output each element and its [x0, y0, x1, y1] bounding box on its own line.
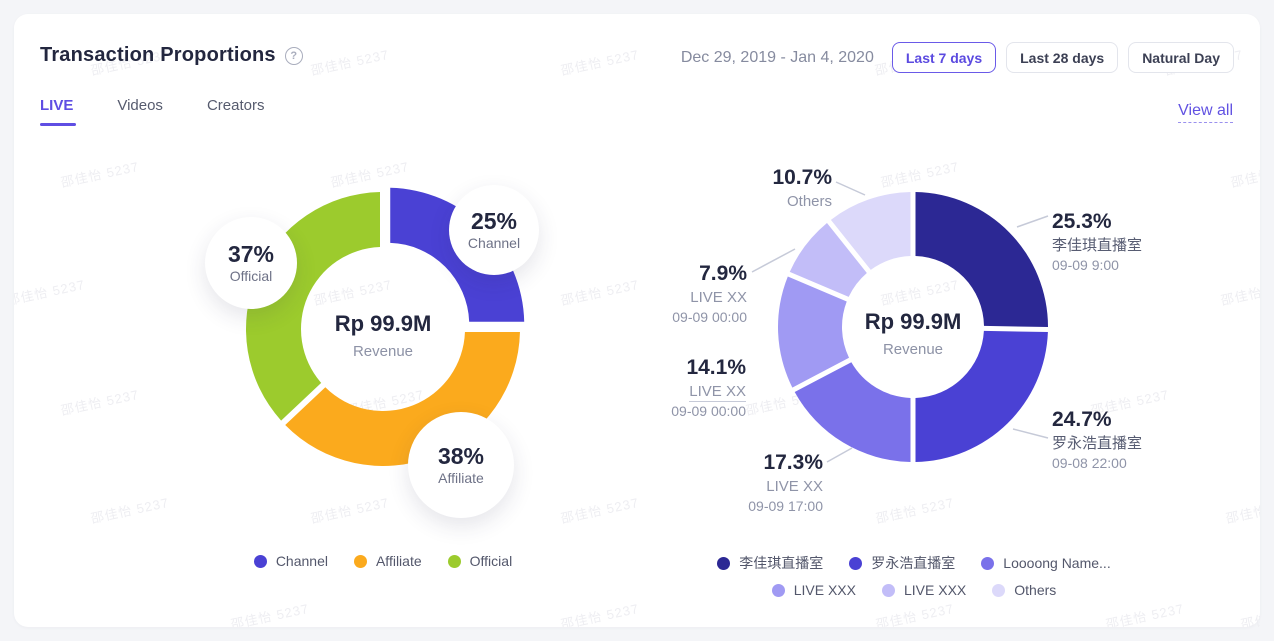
callout-leader-line — [751, 248, 796, 273]
lijiaqi-dot-icon — [717, 556, 731, 570]
tab-creators[interactable]: Creators — [206, 97, 265, 114]
tab-live[interactable]: LIVE — [40, 97, 77, 126]
live-xxx-2-dot-icon — [881, 583, 895, 597]
callout-live-173-time: 09-09 17:00 — [748, 498, 823, 514]
callout-lijiaqi-percent: 25.3% — [1052, 210, 1112, 233]
callout-live-79-label: LIVE XX — [690, 289, 747, 306]
callout-leader-line — [835, 181, 866, 196]
callout-live-141-percent: 14.1% — [686, 356, 746, 379]
date-range-label: Dec 29, 2019 - Jan 4, 2020 — [680, 48, 874, 66]
donut-slice-LIVE XX[interactable] — [794, 362, 911, 462]
donut-slice-李佳琪直播室[interactable] — [915, 192, 1048, 328]
callout-others-percent: 10.7% — [772, 166, 832, 189]
badge-affiliate-percent: 38% — [437, 443, 485, 469]
callout-live-141-time: 09-09 00:00 — [671, 403, 746, 419]
last-7-days-button[interactable]: Last 7 days — [891, 42, 997, 73]
help-icon[interactable]: ? — [284, 46, 303, 65]
loooong-name-dot-icon — [981, 556, 995, 570]
callout-others: 10.7% Others — [772, 166, 832, 211]
legend-item-loooong-name[interactable]: Loooong Name... — [981, 555, 1111, 571]
left-chart-legend: Channel Affiliate Official — [183, 553, 583, 569]
badge-official-percent: 37% — [227, 241, 275, 267]
legend-item-official[interactable]: Official — [447, 553, 512, 569]
callout-live-173-percent: 17.3% — [763, 451, 823, 474]
callout-luoyonghao-label: 罗永浩直播室 — [1052, 435, 1143, 452]
right-revenue-label: Revenue — [882, 341, 944, 358]
legend-item-others[interactable]: Others — [992, 582, 1056, 598]
legend-item-lijiaqi[interactable]: 李佳琪直播室 — [717, 553, 823, 573]
badge-official: 37% Official — [205, 217, 297, 309]
badge-affiliate: 38% Affiliate — [408, 412, 514, 518]
callout-leader-line — [1012, 428, 1049, 439]
callout-lijiaqi-label: 李佳琪直播室 — [1052, 237, 1143, 254]
badge-official-label: Official — [229, 268, 273, 284]
official-dot-icon — [447, 554, 461, 568]
right-chart-legend: 李佳琪直播室 罗永浩直播室 Loooong Name... LIVE XXX — [664, 553, 1164, 598]
tab-videos[interactable]: Videos — [117, 97, 163, 114]
others-dot-icon — [992, 583, 1006, 597]
view-all-link[interactable]: View all — [1178, 102, 1233, 123]
channel-dot-icon — [253, 554, 267, 568]
affiliate-dot-icon — [353, 554, 367, 568]
right-revenue-value: Rp 99.9M — [864, 309, 962, 334]
callout-luoyonghao-time: 09-08 22:00 — [1052, 455, 1127, 471]
callout-live-141-label: LIVE XX — [689, 383, 746, 402]
page-title: Transaction Proportions — [40, 44, 276, 66]
legend-item-affiliate[interactable]: Affiliate — [353, 553, 422, 569]
callout-luoyonghao: 24.7% 罗永浩直播室 09-08 22:00 — [1052, 408, 1142, 472]
callout-live-79-time: 09-09 00:00 — [672, 309, 747, 325]
live-xxx-1-dot-icon — [771, 583, 785, 597]
callout-lijiaqi: 25.3% 李佳琪直播室 09-09 9:00 — [1052, 210, 1142, 274]
legend-item-channel[interactable]: Channel — [253, 553, 328, 569]
legend-item-luoyonghao[interactable]: 罗永浩直播室 — [849, 553, 955, 573]
natural-day-button[interactable]: Natural Day — [1128, 42, 1234, 73]
callout-live-79: 7.9% LIVE XX 09-09 00:00 — [672, 262, 747, 326]
last-28-days-button[interactable]: Last 28 days — [1006, 42, 1119, 73]
callout-lijiaqi-time: 09-09 9:00 — [1052, 257, 1119, 273]
callout-live-173: 17.3% LIVE XX 09-09 17:00 — [748, 451, 823, 515]
chart-tabs: LIVE Videos Creators — [40, 97, 264, 126]
legend-item-live-xxx-1[interactable]: LIVE XXX — [771, 582, 856, 598]
badge-channel-percent: 25% — [470, 208, 518, 234]
left-revenue-value: Rp 99.9M — [334, 311, 432, 336]
callout-others-label: Others — [786, 193, 832, 210]
donut-slice-LIVE XX[interactable] — [778, 276, 850, 388]
luoyonghao-dot-icon — [849, 556, 863, 570]
badge-affiliate-label: Affiliate — [438, 470, 484, 486]
badge-channel: 25% Channel — [449, 185, 539, 275]
donut-slice-罗永浩直播室[interactable] — [915, 330, 1048, 462]
legend-item-live-xxx-2[interactable]: LIVE XXX — [881, 582, 966, 598]
callout-leader-line — [826, 447, 853, 463]
badge-channel-label: Channel — [467, 235, 521, 251]
donut-slice-LIVE XX[interactable] — [789, 222, 867, 297]
transaction-proportions-card: 邵佳怡 5237 邵佳怡 5237 邵佳怡 5237 邵佳怡 5237 邵佳怡 5237… — [14, 14, 1260, 627]
callout-live-173-label: LIVE XX — [766, 478, 823, 495]
callout-leader-line — [1016, 215, 1049, 228]
right-donut-center: Rp 99.9M Revenue — [823, 309, 1003, 360]
callout-live-79-percent: 7.9% — [699, 262, 747, 285]
donut-charts-svg — [246, 181, 1049, 467]
callout-live-141: 14.1% LIVE XX 09-09 00:00 — [671, 356, 746, 420]
callout-luoyonghao-percent: 24.7% — [1052, 408, 1112, 431]
left-revenue-label: Revenue — [352, 343, 414, 360]
donut-slice-Others[interactable] — [830, 192, 911, 270]
left-donut-center: Rp 99.9M Revenue — [293, 311, 473, 362]
